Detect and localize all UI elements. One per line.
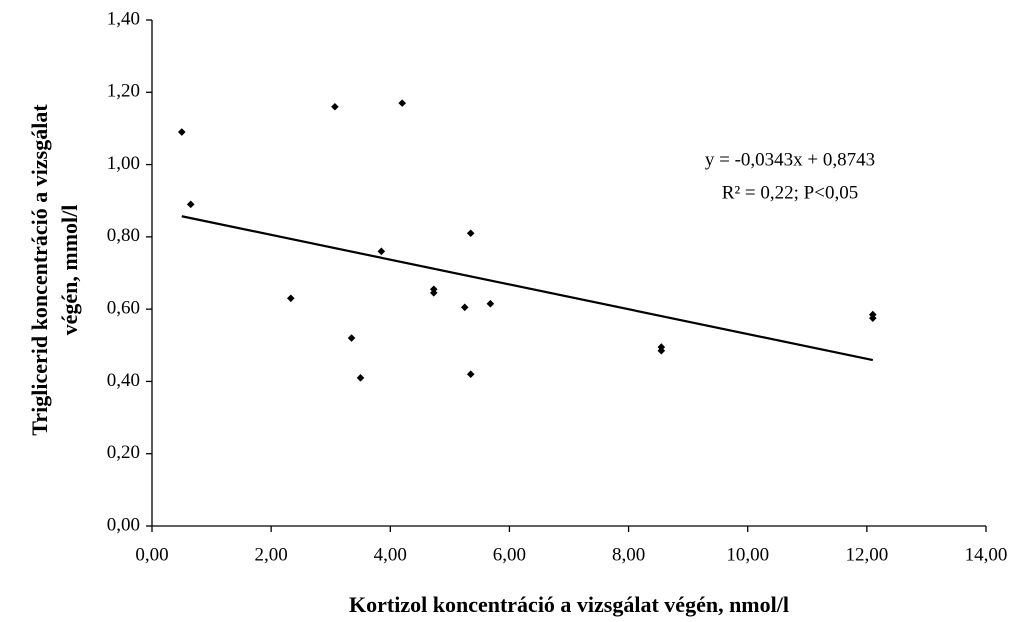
point xyxy=(377,247,386,256)
x-axis-title: Kortizol koncentráció a vizsgálat végén,… xyxy=(349,592,789,617)
y-axis-title: Triglicerid koncentráció a vizsgálat xyxy=(27,104,52,436)
y-tick-label: 0,80 xyxy=(107,225,140,246)
x-tick-label: 0,00 xyxy=(135,544,168,565)
point xyxy=(347,334,356,342)
point xyxy=(466,229,475,238)
annotation: y = -0,0343x + 0,8743 xyxy=(705,149,875,170)
point xyxy=(177,128,186,136)
point xyxy=(429,285,438,294)
point xyxy=(657,346,666,355)
y-tick-label: 1,00 xyxy=(107,153,140,174)
x-tick-label: 14,00 xyxy=(965,544,1008,565)
y-axis-title: végén, mmol/l xyxy=(57,205,82,336)
y-tick-label: 1,40 xyxy=(107,8,140,29)
point xyxy=(466,370,475,378)
y-tick-label: 0,20 xyxy=(107,442,140,463)
point xyxy=(869,314,877,322)
y-tick-label: 0,00 xyxy=(107,514,140,535)
trendline xyxy=(181,215,874,362)
y-tick-label: 0,40 xyxy=(107,370,140,391)
point xyxy=(398,99,406,107)
point xyxy=(331,102,339,111)
x-tick-label: 6,00 xyxy=(493,544,526,565)
x-tick-label: 12,00 xyxy=(845,544,888,565)
x-tick-label: 2,00 xyxy=(255,544,288,565)
x-tick-label: 4,00 xyxy=(374,544,407,565)
point xyxy=(356,374,365,382)
y-tick-label: 1,20 xyxy=(107,81,140,102)
point xyxy=(186,200,195,209)
x-tick-label: 8,00 xyxy=(612,544,645,565)
y-tick-label: 0,60 xyxy=(107,298,140,319)
point xyxy=(460,303,469,312)
x-tick-label: 10,00 xyxy=(726,544,769,565)
point xyxy=(287,294,295,303)
annotation: R² = 0,22; P<0,05 xyxy=(722,182,858,203)
point xyxy=(486,299,495,308)
